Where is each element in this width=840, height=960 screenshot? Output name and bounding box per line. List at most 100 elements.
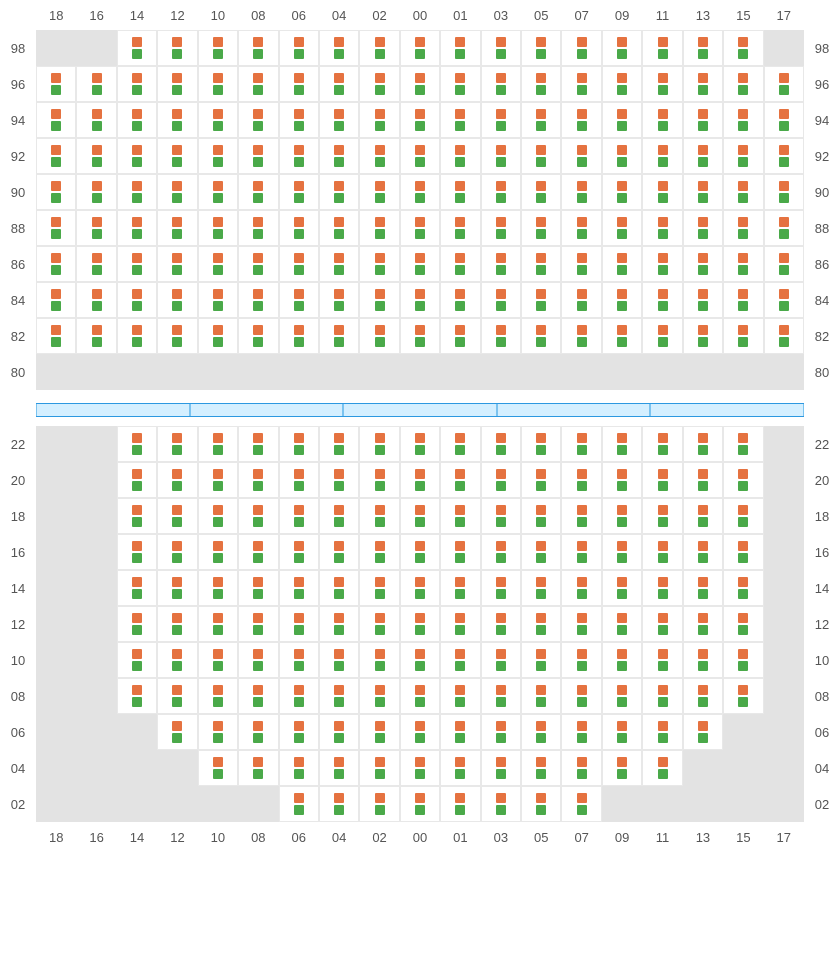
seat-cell[interactable] <box>117 570 157 606</box>
seat-cell[interactable] <box>440 210 480 246</box>
seat-cell[interactable] <box>359 210 399 246</box>
seat-cell[interactable] <box>561 282 601 318</box>
seat-cell[interactable] <box>642 246 682 282</box>
seat-cell[interactable] <box>157 570 197 606</box>
seat-cell[interactable] <box>440 642 480 678</box>
seat-cell[interactable] <box>359 462 399 498</box>
seat-cell[interactable] <box>36 66 76 102</box>
seat-cell[interactable] <box>764 138 804 174</box>
seat-cell[interactable] <box>642 750 682 786</box>
seat-cell[interactable] <box>400 498 440 534</box>
seat-cell[interactable] <box>359 750 399 786</box>
seat-cell[interactable] <box>481 750 521 786</box>
seat-cell[interactable] <box>764 102 804 138</box>
seat-cell[interactable] <box>481 642 521 678</box>
seat-cell[interactable] <box>723 498 763 534</box>
seat-cell[interactable] <box>602 282 642 318</box>
seat-cell[interactable] <box>400 534 440 570</box>
seat-cell[interactable] <box>279 102 319 138</box>
seat-cell[interactable] <box>238 606 278 642</box>
seat-cell[interactable] <box>319 426 359 462</box>
seat-cell[interactable] <box>279 138 319 174</box>
seat-cell[interactable] <box>359 138 399 174</box>
seat-cell[interactable] <box>481 426 521 462</box>
seat-cell[interactable] <box>602 498 642 534</box>
seat-cell[interactable] <box>238 66 278 102</box>
seat-cell[interactable] <box>157 462 197 498</box>
seat-cell[interactable] <box>359 534 399 570</box>
seat-cell[interactable] <box>481 66 521 102</box>
seat-cell[interactable] <box>157 138 197 174</box>
seat-cell[interactable] <box>602 714 642 750</box>
seat-cell[interactable] <box>602 534 642 570</box>
seat-cell[interactable] <box>400 606 440 642</box>
seat-cell[interactable] <box>117 102 157 138</box>
seat-cell[interactable] <box>319 714 359 750</box>
seat-cell[interactable] <box>238 318 278 354</box>
seat-cell[interactable] <box>359 714 399 750</box>
seat-cell[interactable] <box>642 282 682 318</box>
seat-cell[interactable] <box>157 498 197 534</box>
seat-cell[interactable] <box>279 426 319 462</box>
seat-cell[interactable] <box>319 750 359 786</box>
seat-cell[interactable] <box>198 570 238 606</box>
seat-cell[interactable] <box>359 570 399 606</box>
seat-cell[interactable] <box>117 66 157 102</box>
seat-cell[interactable] <box>521 174 561 210</box>
seat-cell[interactable] <box>359 678 399 714</box>
seat-cell[interactable] <box>602 426 642 462</box>
seat-cell[interactable] <box>440 462 480 498</box>
seat-cell[interactable] <box>481 102 521 138</box>
seat-cell[interactable] <box>440 282 480 318</box>
seat-cell[interactable] <box>36 138 76 174</box>
seat-cell[interactable] <box>157 426 197 462</box>
seat-cell[interactable] <box>76 282 116 318</box>
seat-cell[interactable] <box>36 102 76 138</box>
seat-cell[interactable] <box>561 426 601 462</box>
seat-cell[interactable] <box>359 246 399 282</box>
seat-cell[interactable] <box>481 282 521 318</box>
seat-cell[interactable] <box>238 138 278 174</box>
seat-cell[interactable] <box>319 462 359 498</box>
seat-cell[interactable] <box>400 282 440 318</box>
seat-cell[interactable] <box>602 678 642 714</box>
seat-cell[interactable] <box>400 426 440 462</box>
seat-cell[interactable] <box>602 30 642 66</box>
seat-cell[interactable] <box>359 174 399 210</box>
seat-cell[interactable] <box>723 606 763 642</box>
seat-cell[interactable] <box>117 318 157 354</box>
seat-cell[interactable] <box>521 210 561 246</box>
seat-cell[interactable] <box>602 318 642 354</box>
seat-cell[interactable] <box>76 210 116 246</box>
seat-cell[interactable] <box>279 174 319 210</box>
seat-cell[interactable] <box>602 246 642 282</box>
seat-cell[interactable] <box>481 678 521 714</box>
seat-cell[interactable] <box>76 174 116 210</box>
seat-cell[interactable] <box>642 714 682 750</box>
seat-cell[interactable] <box>238 570 278 606</box>
seat-cell[interactable] <box>359 606 399 642</box>
seat-cell[interactable] <box>561 102 601 138</box>
seat-cell[interactable] <box>319 498 359 534</box>
seat-cell[interactable] <box>440 750 480 786</box>
seat-cell[interactable] <box>157 102 197 138</box>
seat-cell[interactable] <box>602 750 642 786</box>
seat-cell[interactable] <box>602 462 642 498</box>
seat-cell[interactable] <box>279 462 319 498</box>
seat-cell[interactable] <box>602 606 642 642</box>
seat-cell[interactable] <box>602 570 642 606</box>
seat-cell[interactable] <box>683 30 723 66</box>
seat-cell[interactable] <box>481 606 521 642</box>
seat-cell[interactable] <box>198 30 238 66</box>
seat-cell[interactable] <box>642 498 682 534</box>
seat-cell[interactable] <box>117 282 157 318</box>
seat-cell[interactable] <box>683 138 723 174</box>
seat-cell[interactable] <box>561 714 601 750</box>
seat-cell[interactable] <box>279 534 319 570</box>
seat-cell[interactable] <box>319 174 359 210</box>
seat-cell[interactable] <box>723 678 763 714</box>
seat-cell[interactable] <box>561 786 601 822</box>
seat-cell[interactable] <box>76 138 116 174</box>
seat-cell[interactable] <box>723 210 763 246</box>
seat-cell[interactable] <box>117 174 157 210</box>
